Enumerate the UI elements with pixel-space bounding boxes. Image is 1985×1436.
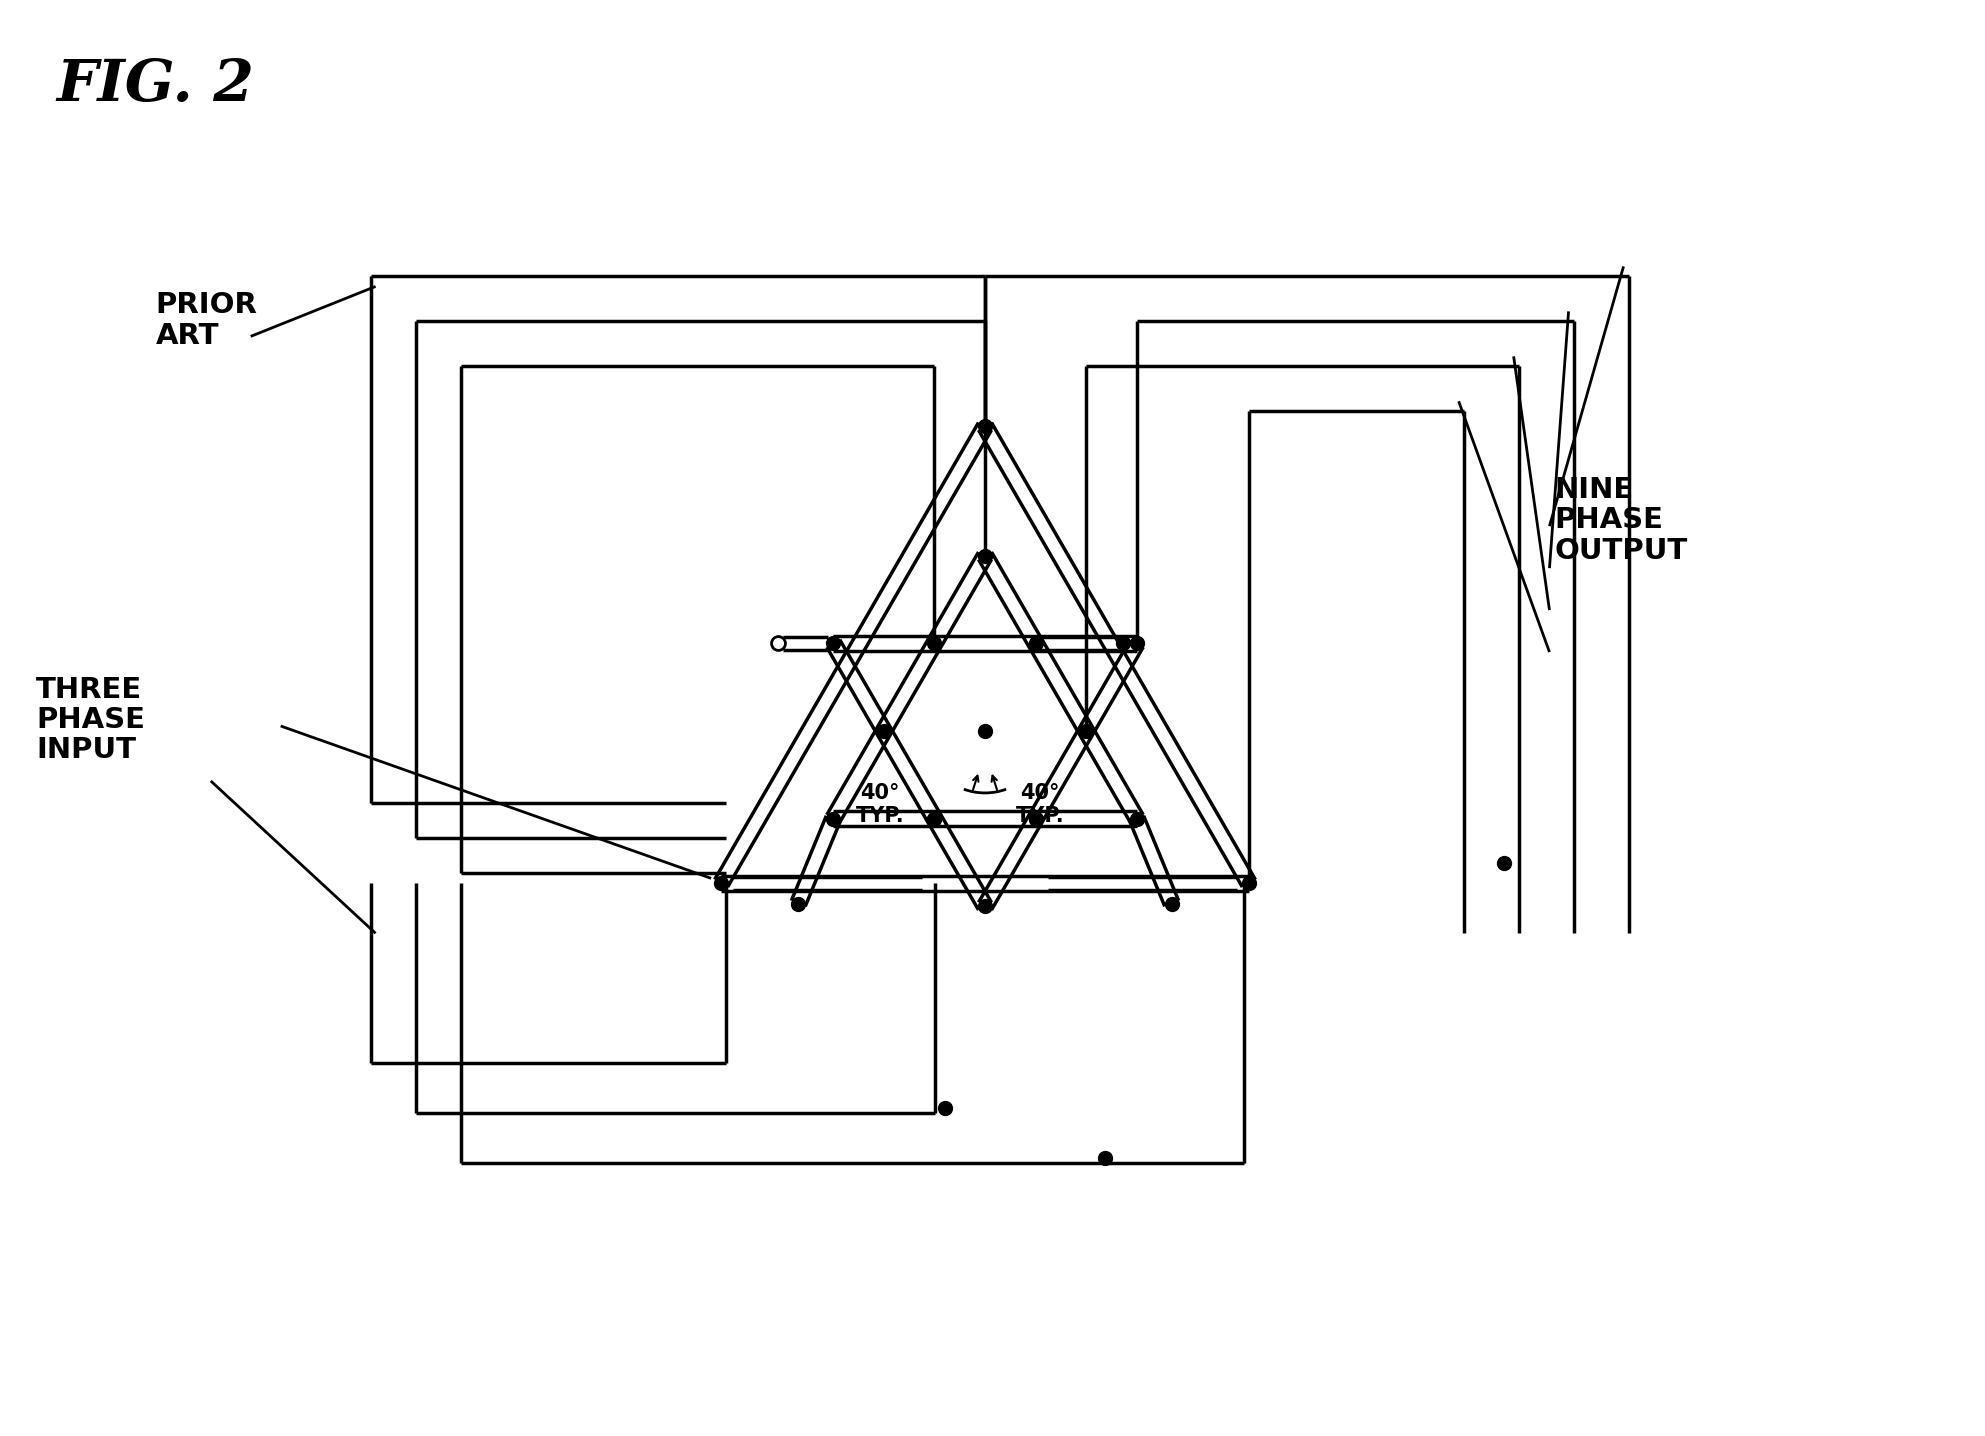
Point — [1233, 872, 1264, 895]
Text: FIG. 2: FIG. 2 — [56, 56, 254, 113]
Point — [1122, 807, 1153, 830]
Point — [929, 1097, 961, 1120]
Point — [705, 872, 736, 895]
Point — [969, 544, 1000, 567]
Point — [1122, 632, 1153, 655]
Text: 40°
TYP.: 40° TYP. — [856, 783, 905, 826]
Point — [1020, 807, 1052, 830]
Text: PRIOR
ART: PRIOR ART — [155, 292, 258, 349]
Point — [782, 892, 814, 915]
Point — [919, 807, 951, 830]
Text: NINE
PHASE
OUTPUT: NINE PHASE OUTPUT — [1554, 477, 1687, 564]
Point — [1155, 892, 1187, 915]
Point — [1020, 632, 1052, 655]
Point — [1090, 1146, 1122, 1169]
Point — [818, 632, 850, 655]
Point — [919, 807, 951, 830]
Point — [818, 807, 850, 830]
Point — [969, 415, 1000, 438]
Point — [867, 719, 899, 742]
Text: 40°
TYP.: 40° TYP. — [1016, 783, 1064, 826]
Point — [969, 719, 1000, 742]
Point — [969, 895, 1000, 918]
Point — [919, 632, 951, 655]
Point — [1020, 807, 1052, 830]
Point — [1106, 632, 1137, 655]
Point — [762, 632, 794, 655]
Point — [1070, 719, 1102, 742]
Text: THREE
PHASE
INPUT: THREE PHASE INPUT — [36, 676, 145, 764]
Point — [1489, 852, 1521, 875]
